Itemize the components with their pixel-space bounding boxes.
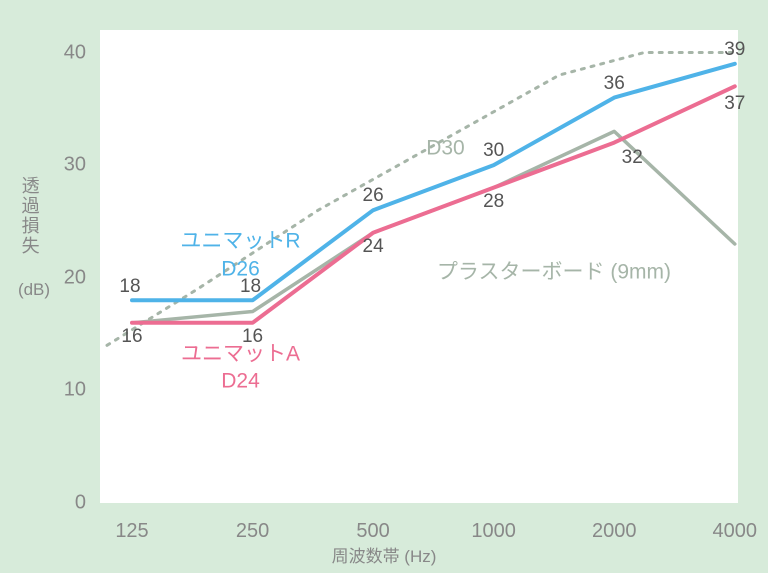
series-label-unimat_a: ユニマットAD24 [181,341,300,396]
series-label-d30: D30 [426,135,465,162]
x-axis-title: 周波数帯 (Hz) [0,542,768,567]
series-label-unimat_r: ユニマットRD26 [180,228,300,283]
y-axis-unit: (dB) [14,280,54,300]
x-tick: 1000 [471,520,516,543]
x-tick: 4000 [713,520,758,543]
chart-root: 透過損失 (dB) 周波数帯 (Hz) 0 10 20 30 40 125 250 500 1… [0,0,768,573]
y-axis-title: 透過損失 [18,176,40,256]
data-label: 24 [363,236,384,258]
data-label: 26 [363,185,384,207]
data-label: 28 [483,191,504,213]
y-tick: 0 [58,492,86,515]
series-label-plasterboard: プラスターボード (9mm) [437,258,671,285]
data-label: 18 [119,276,140,298]
x-tick: 500 [356,520,389,543]
y-tick: 10 [58,379,86,402]
x-tick: 250 [236,520,269,543]
data-label: 37 [724,93,745,115]
y-tick: 30 [58,154,86,177]
data-label: 32 [622,147,643,169]
y-tick: 20 [58,266,86,289]
data-label: 36 [604,73,625,95]
data-label: 16 [121,326,142,348]
x-tick: 125 [115,520,148,543]
x-tick: 2000 [592,520,637,543]
plot-area: 181826303639161624283237ユニマットRD26ユニマットAD… [100,30,738,503]
data-label: 30 [483,140,504,162]
y-tick: 40 [58,41,86,64]
data-label: 39 [724,39,745,61]
series-unimat_a [132,86,735,322]
